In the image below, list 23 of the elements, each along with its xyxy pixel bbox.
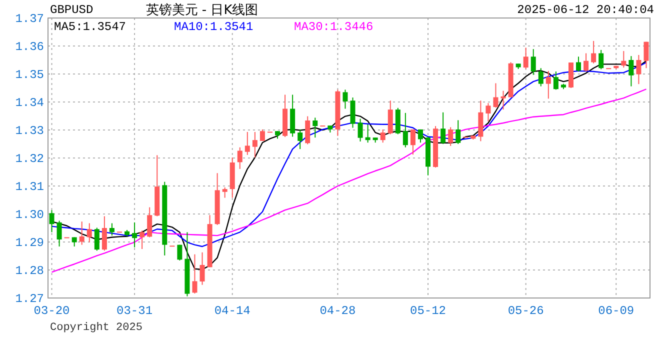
x-tick-label: 05-26 <box>508 304 544 318</box>
y-tick-label: 1.37 <box>15 12 44 26</box>
y-tick-label: 1.34 <box>15 96 44 110</box>
x-tick-label: 03-20 <box>34 304 70 318</box>
y-tick-label: 1.28 <box>15 264 44 278</box>
y-tick-label: 1.36 <box>15 40 44 54</box>
chart-title: 英镑美元 - 日K线图 <box>146 2 258 18</box>
x-tick-label: 05-12 <box>410 304 446 318</box>
y-tick-label: 1.31 <box>15 180 44 194</box>
y-tick-label: 1.30 <box>15 208 44 222</box>
y-tick-label: 1.33 <box>15 124 44 138</box>
x-tick-label: 03-31 <box>116 304 153 318</box>
text: 2025-06-12 20:40:04 <box>517 3 654 17</box>
y-tick-label: 1.27 <box>15 292 44 306</box>
legend: MA5:1.3547 MA10:1.3541 MA30:1.3446 <box>54 20 374 34</box>
x-tick-label: 06-09 <box>598 304 634 318</box>
y-tick-label: 1.35 <box>15 68 44 82</box>
y-tick-label: 1.29 <box>15 236 44 250</box>
x-tick-label: 04-14 <box>214 304 250 318</box>
text: Copyright 2025 <box>50 322 142 334</box>
y-tick-label: 1.32 <box>15 152 44 166</box>
chart-subtitle: GBPUSD <box>50 3 94 17</box>
x-tick-label: 04-28 <box>320 304 356 318</box>
